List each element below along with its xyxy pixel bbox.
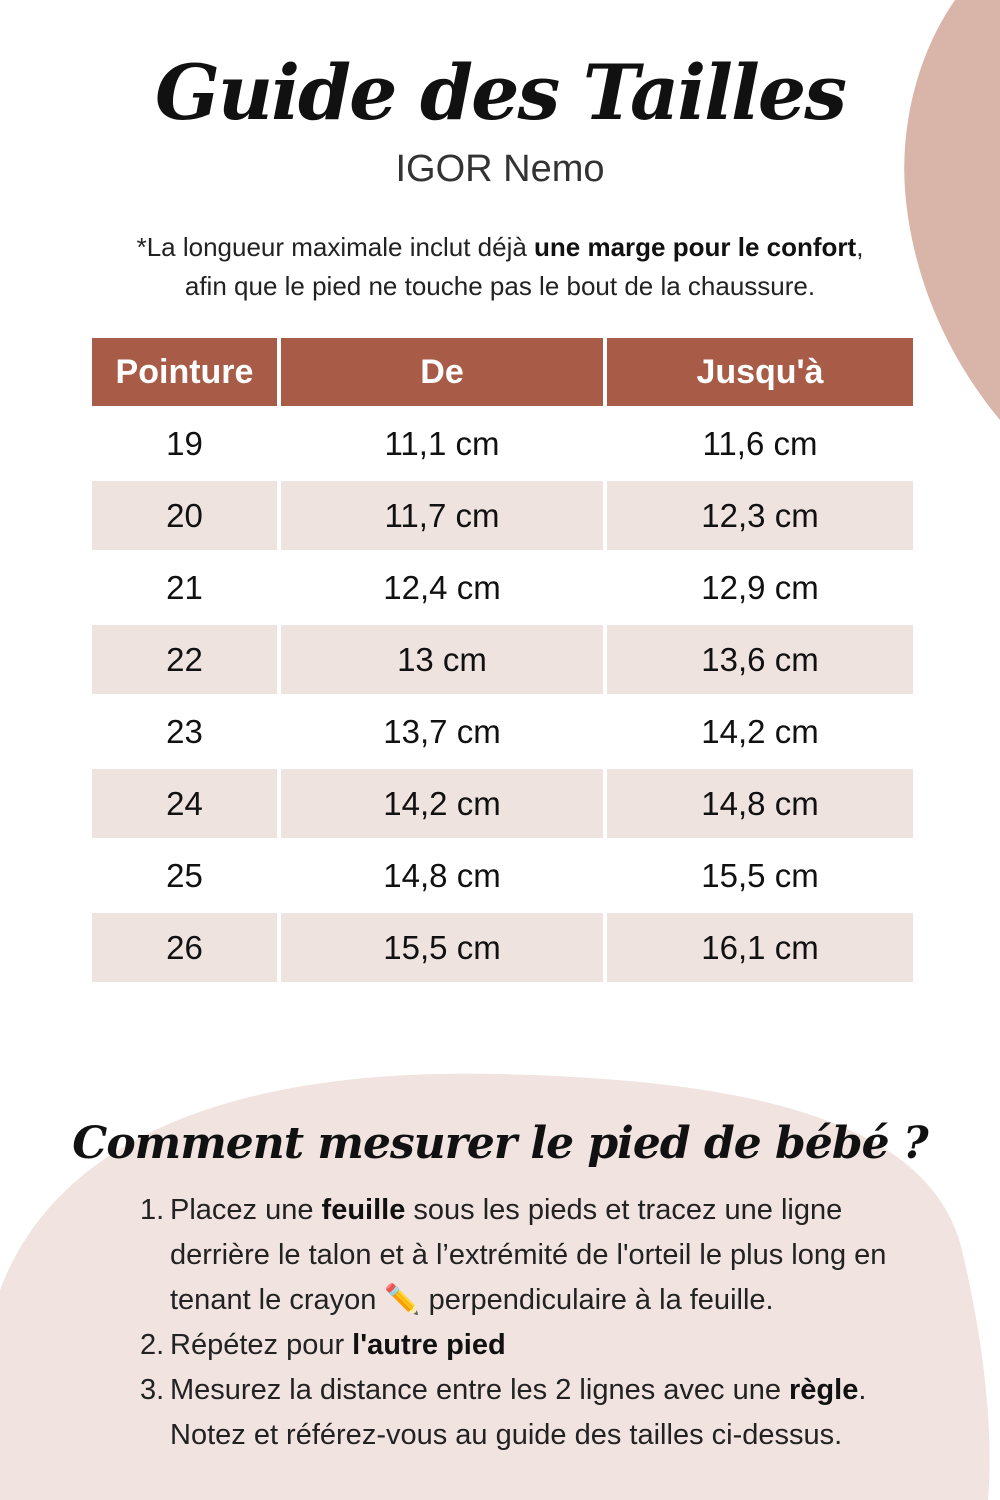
step-text-post: . Notez et référez-vous au guide des tai… (170, 1374, 867, 1451)
column-header-from: De (281, 338, 603, 406)
howto-steps: 1. Placez une feuille sous les pieds et t… (140, 1188, 930, 1458)
table-header-row: Pointure De Jusqu'à (92, 338, 913, 406)
comfort-note: *La longueur maximale inclut déjà une ma… (0, 228, 1000, 306)
size-table: Pointure De Jusqu'à 19 11,1 cm 11,6 cm 20 11… (88, 335, 917, 985)
size-cell: 25 (166, 856, 203, 894)
step-text-post: sous les pieds et tracez une ligne derri… (170, 1194, 887, 1316)
from-cell: 11,1 cm (384, 424, 500, 462)
size-cell: 20 (92, 481, 277, 550)
step-text-bold: règle (789, 1374, 859, 1406)
to-cell: 14,8 cm (607, 769, 913, 838)
from-cell: 11,7 cm (281, 481, 603, 550)
size-cell: 19 (166, 424, 203, 462)
decorative-blob-top-right (904, 0, 1000, 420)
howto-title: Comment mesurer le pied de bébé ? (72, 1118, 928, 1169)
decorative-blob-bottom (0, 1073, 990, 1500)
table-row: 24 14,2 cm 14,8 cm (92, 769, 913, 838)
from-cell: 13,7 cm (383, 712, 501, 750)
table-row: 21 12,4 cm 12,9 cm (92, 553, 913, 622)
size-cell: 26 (92, 913, 277, 982)
step-text-bold: l'autre pied (352, 1329, 506, 1361)
note-text: afin que le pied ne touche pas le bout d… (184, 271, 816, 301)
step-text-bold: feuille (321, 1194, 406, 1226)
size-cell: 21 (166, 568, 203, 606)
to-cell: 12,3 cm (607, 481, 913, 550)
step-item: 1. Placez une feuille sous les pieds et t… (140, 1188, 930, 1323)
to-cell: 15,5 cm (701, 856, 819, 894)
step-number: 1. (140, 1194, 165, 1226)
size-cell: 24 (92, 769, 277, 838)
table-row: 23 13,7 cm 14,2 cm (92, 697, 913, 766)
table-row: 19 11,1 cm 11,6 cm (92, 409, 913, 478)
from-cell: 14,8 cm (383, 856, 501, 894)
size-cell: 22 (92, 625, 277, 694)
step-number: 3. (140, 1374, 165, 1406)
note-text: , (856, 232, 864, 262)
to-cell: 12,9 cm (701, 568, 819, 606)
step-item: 2. Répétez pour l'autre pied (140, 1323, 930, 1368)
table-row: 26 15,5 cm 16,1 cm (92, 913, 913, 982)
step-text: Mesurez la distance entre les 2 lignes a… (170, 1368, 930, 1458)
size-cell: 23 (166, 712, 203, 750)
step-text: Placez une feuille sous les pieds et tra… (170, 1188, 930, 1323)
from-cell: 12,4 cm (383, 568, 501, 606)
to-cell: 16,1 cm (607, 913, 913, 982)
step-item: 3. Mesurez la distance entre les 2 lignes… (140, 1368, 930, 1458)
from-cell: 15,5 cm (281, 913, 603, 982)
step-text-pre: Placez une (170, 1194, 322, 1226)
to-cell: 13,6 cm (607, 625, 913, 694)
column-header-to: Jusqu'à (607, 338, 913, 406)
note-text: *La longueur maximale inclut déjà (136, 232, 535, 262)
from-cell: 13 cm (281, 625, 603, 694)
from-cell: 14,2 cm (281, 769, 603, 838)
step-text-pre: Répétez pour (170, 1329, 353, 1361)
product-name: IGOR Nemo (395, 148, 605, 190)
column-header-size: Pointure (92, 338, 277, 406)
table-row: 25 14,8 cm 15,5 cm (92, 841, 913, 910)
table-row: 22 13 cm 13,6 cm (92, 625, 913, 694)
step-number: 2. (140, 1329, 165, 1361)
to-cell: 14,2 cm (701, 712, 819, 750)
to-cell: 11,6 cm (702, 424, 818, 462)
table-row: 20 11,7 cm 12,3 cm (92, 481, 913, 550)
page-title: Guide des Tailles (154, 48, 847, 137)
step-text: Répétez pour l'autre pied (170, 1323, 506, 1368)
step-text-pre: Mesurez la distance entre les 2 lignes a… (170, 1374, 790, 1406)
note-bold: une marge pour le confort (534, 232, 857, 262)
